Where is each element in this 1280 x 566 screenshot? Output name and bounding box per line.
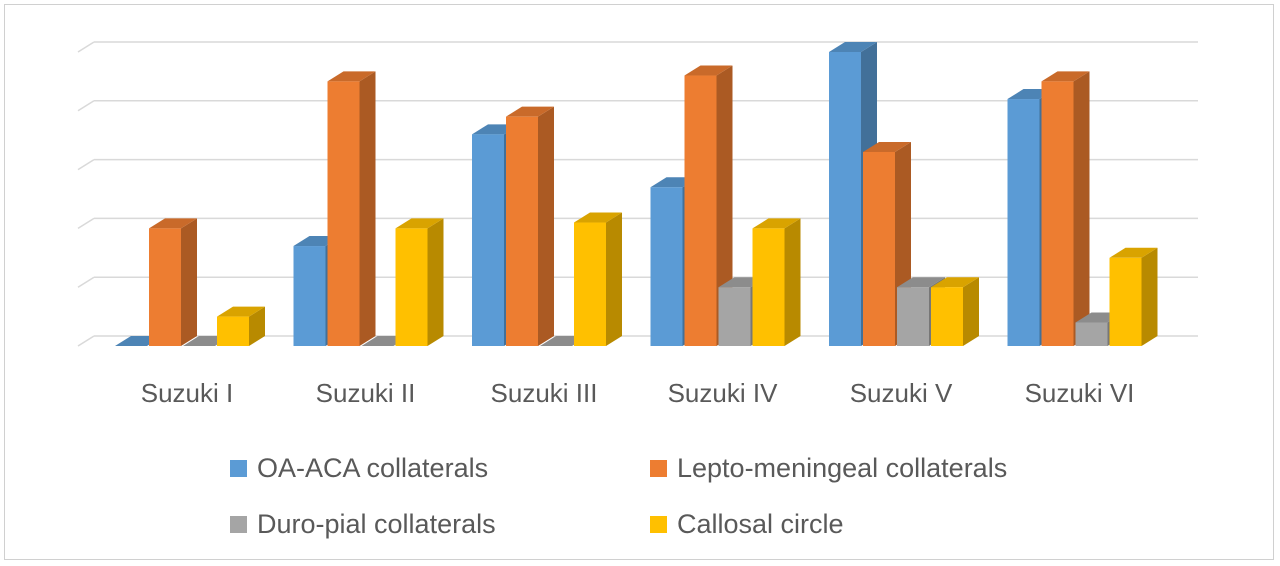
bar-top — [217, 306, 265, 317]
legend-item-duro-pial: Duro-pial collaterals — [230, 504, 650, 544]
bar-front — [684, 75, 717, 347]
bar — [574, 212, 622, 346]
bar-top — [1041, 71, 1090, 82]
bar-top — [395, 218, 444, 229]
legend-swatch — [650, 459, 667, 477]
bar-side — [359, 71, 376, 347]
bar-top — [327, 71, 376, 82]
bar-side — [427, 218, 444, 346]
bar-front — [752, 228, 785, 346]
bar — [149, 218, 197, 346]
bar — [506, 106, 554, 347]
bar-front — [574, 222, 606, 346]
bar-front — [149, 228, 181, 346]
bar-front — [293, 246, 326, 346]
bar — [1041, 71, 1090, 347]
bar-front — [863, 151, 895, 346]
bar-front — [718, 287, 751, 346]
bar-side — [538, 106, 554, 347]
bar-front — [650, 187, 683, 346]
bar-top — [684, 65, 733, 76]
bar-side — [1073, 71, 1090, 347]
legend-label: OA-ACA collaterals — [257, 452, 489, 483]
legend-item-callosal-circle: Callosal circle — [650, 504, 1090, 544]
bar-side — [249, 306, 265, 346]
bar — [931, 277, 979, 346]
bar-front — [931, 287, 963, 346]
bar — [684, 65, 733, 347]
bar-top — [149, 218, 197, 229]
bar-front — [506, 116, 538, 347]
legend: OA-ACA collaterals Lepto-meningeal colla… — [230, 448, 1130, 548]
legend-label: Lepto-meningeal collaterals — [677, 452, 1008, 483]
bar-side — [181, 218, 197, 346]
gridline-depth — [77, 276, 95, 288]
legend-swatch — [230, 459, 247, 477]
bar-front — [829, 52, 861, 346]
category-label: Suzuki II — [316, 378, 416, 408]
bar-front — [327, 81, 360, 347]
category-label: Suzuki I — [141, 378, 234, 408]
bar-side — [1141, 247, 1158, 346]
bar-top — [863, 141, 911, 152]
bar-side — [784, 218, 801, 346]
gridline-depth — [77, 335, 95, 347]
legend-label: Duro-pial collaterals — [257, 508, 496, 539]
legend-item-lepto-meningeal: Lepto-meningeal collaterals — [650, 448, 1090, 488]
gridline-depth — [77, 100, 95, 112]
bar — [395, 218, 444, 346]
bar-front — [472, 134, 504, 346]
category-label: Suzuki VI — [1025, 378, 1135, 408]
bar-top — [752, 218, 801, 229]
gridline-depth — [77, 158, 95, 171]
category-label: Suzuki III — [491, 378, 598, 408]
legend-swatch — [230, 515, 247, 533]
bar-front — [1007, 99, 1040, 346]
category-labels: Suzuki I Suzuki II Suzuki III Suzuki IV Suzu… — [141, 378, 1135, 408]
bar-top — [931, 277, 979, 288]
bar-side — [716, 65, 733, 347]
bar-front — [1075, 322, 1108, 346]
bars — [115, 42, 1158, 347]
bar-top — [829, 42, 877, 52]
bar — [752, 218, 801, 346]
legend-item-oa-aca: OA-ACA collaterals — [230, 448, 650, 488]
bar-front — [1109, 257, 1142, 346]
bar-front — [1041, 81, 1074, 347]
legend-swatch — [650, 515, 667, 533]
bar-front — [217, 316, 249, 346]
gridline-depth — [77, 41, 95, 53]
bar-side — [606, 212, 622, 346]
category-label: Suzuki V — [850, 378, 953, 408]
bar — [327, 71, 376, 347]
bar-side — [963, 277, 979, 346]
bar-top — [1109, 247, 1158, 258]
legend-label: Callosal circle — [677, 508, 844, 539]
bar — [1109, 247, 1158, 346]
bar — [217, 306, 265, 346]
bar-front — [897, 287, 929, 346]
bar-top — [574, 212, 622, 223]
bar-top — [506, 106, 554, 117]
category-label: Suzuki IV — [668, 378, 778, 408]
bar-top — [897, 277, 945, 288]
gridline-depth — [77, 217, 95, 230]
bar-front — [395, 228, 428, 346]
